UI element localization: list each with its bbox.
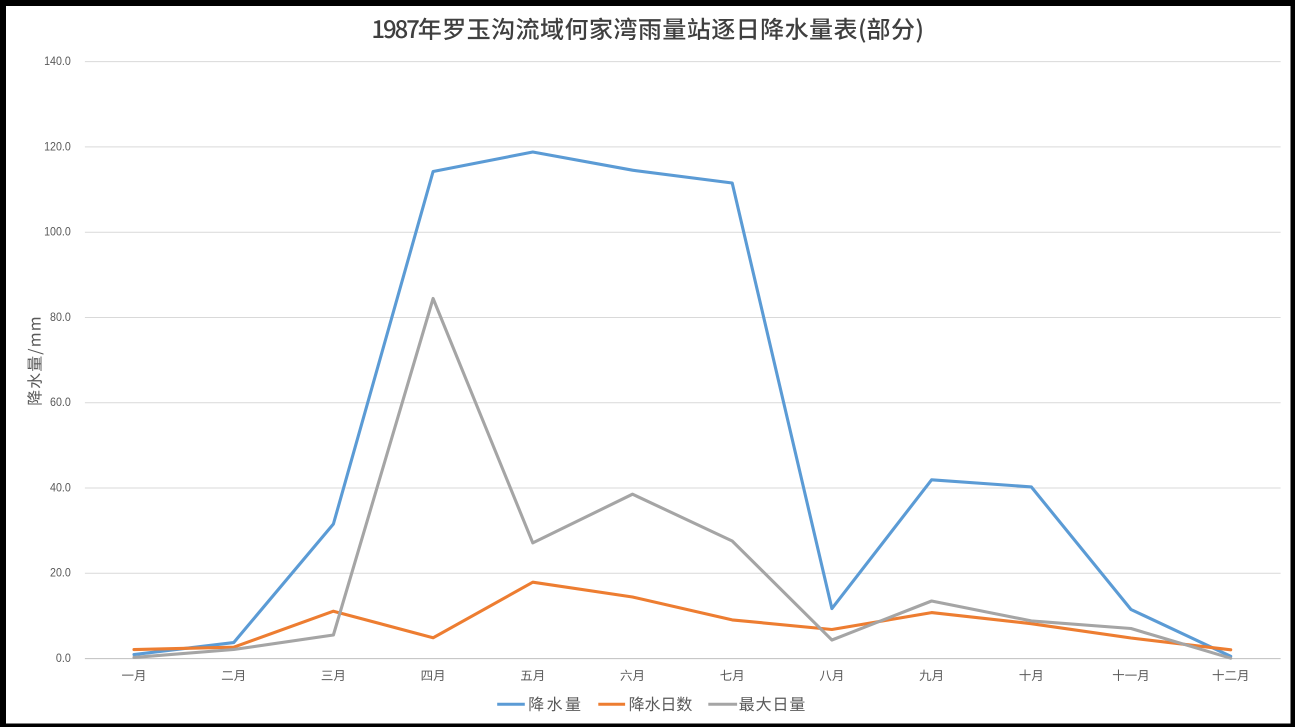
- svg-text:60.0: 60.0: [50, 395, 71, 409]
- svg-text:40.0: 40.0: [50, 480, 71, 494]
- svg-text:0.0: 0.0: [56, 651, 71, 665]
- svg-text:80.0: 80.0: [50, 310, 71, 324]
- svg-text:120.0: 120.0: [44, 139, 71, 153]
- svg-text:20.0: 20.0: [50, 566, 71, 580]
- svg-text:100.0: 100.0: [44, 225, 71, 239]
- svg-text:140.0: 140.0: [44, 54, 71, 68]
